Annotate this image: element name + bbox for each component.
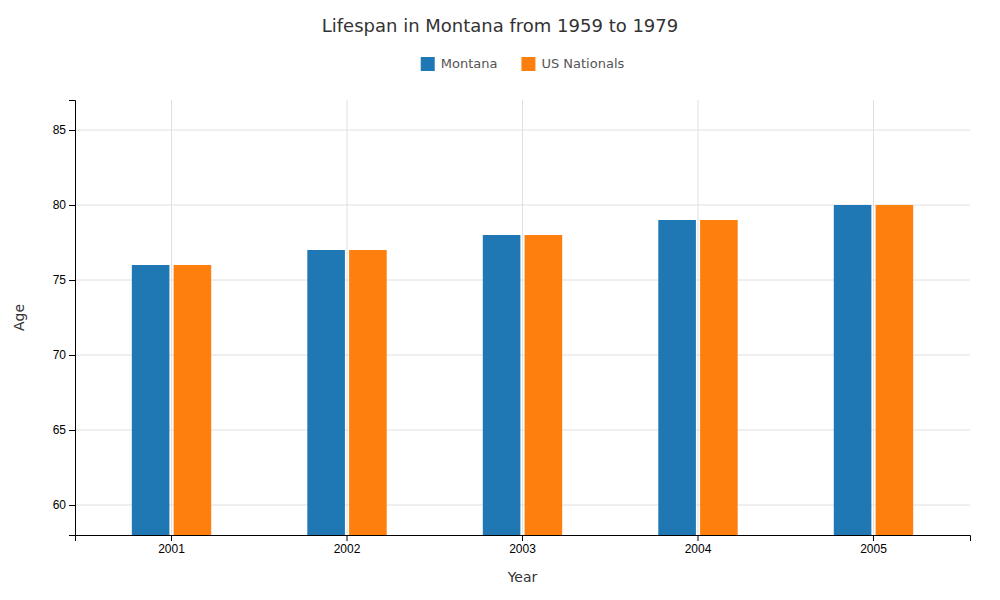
bar (525, 235, 563, 535)
legend: Montana US Nationals (421, 56, 625, 71)
legend-label: Montana (441, 56, 498, 71)
bar (174, 265, 212, 535)
tick-label: 75 (53, 273, 67, 287)
bar (132, 265, 170, 535)
bar (349, 250, 387, 535)
tick-mark (69, 505, 75, 506)
bar (876, 205, 914, 535)
grid-line (873, 100, 874, 535)
legend-swatch (521, 57, 535, 71)
tick-label: 2005 (860, 542, 887, 556)
tick-label: 80 (53, 198, 67, 212)
tick-label: 2002 (334, 542, 361, 556)
tick-label: 60 (53, 498, 67, 512)
bar-series (174, 205, 914, 535)
bar (307, 250, 345, 535)
tick-mark (69, 355, 75, 356)
x-axis-label: Year (507, 569, 538, 585)
tick-mark (873, 535, 874, 541)
x-tick: 2001 (158, 535, 185, 556)
tick-mark (697, 535, 698, 541)
x-tick: 2002 (334, 535, 361, 556)
tick-label: 65 (53, 423, 67, 437)
tick-label: 2001 (158, 542, 185, 556)
grid-line (697, 100, 698, 535)
grid-line (522, 100, 523, 535)
bar (834, 205, 872, 535)
legend-label: US Nationals (541, 56, 624, 71)
legend-swatch (421, 57, 435, 71)
plot-area: 2001 2002 2003 2004 2005 60 65 70 75 80 85 (53, 100, 971, 600)
x-tick: 2003 (509, 535, 536, 556)
chart-container: 2001 2002 2003 2004 2005 60 65 70 75 80 85 Lifespan… (0, 0, 1000, 600)
bar-series (132, 205, 872, 535)
grid-line (347, 100, 348, 535)
tick-mark (69, 205, 75, 206)
axis-line (76, 536, 971, 542)
tick-mark (522, 535, 523, 541)
tick-mark (69, 430, 75, 431)
tick-mark (347, 535, 348, 541)
y-tick: 85 (53, 123, 75, 137)
x-axis: 2001 2002 2003 2004 2005 (76, 535, 971, 556)
bar (658, 220, 696, 535)
tick-mark (69, 130, 75, 131)
x-tick: 2004 (685, 535, 712, 556)
y-tick: 60 (53, 498, 75, 512)
axis-line (69, 101, 76, 536)
x-tick: 2005 (860, 535, 887, 556)
y-tick: 75 (53, 273, 75, 287)
y-tick: 80 (53, 198, 75, 212)
title: Lifespan in Montana from 1959 to 1979 (322, 15, 678, 36)
y-tick: 65 (53, 423, 75, 437)
tick-label: 85 (53, 123, 67, 137)
chart: 2001 2002 2003 2004 2005 60 65 70 75 80 85 Lifespan… (0, 0, 1000, 600)
legend-item: Montana (421, 56, 498, 71)
tick-label: 2003 (509, 542, 536, 556)
tick-mark (69, 280, 75, 281)
bars (132, 205, 913, 535)
legend-item: US Nationals (521, 56, 624, 71)
y-tick: 70 (53, 348, 75, 362)
y-axis: 60 65 70 75 80 85 (53, 101, 76, 536)
bar (700, 220, 738, 535)
bar (483, 235, 521, 535)
tick-mark (171, 535, 172, 541)
y-axis-label: Age (11, 304, 27, 331)
grid-line (171, 100, 172, 535)
tick-label: 70 (53, 348, 67, 362)
tick-label: 2004 (685, 542, 712, 556)
